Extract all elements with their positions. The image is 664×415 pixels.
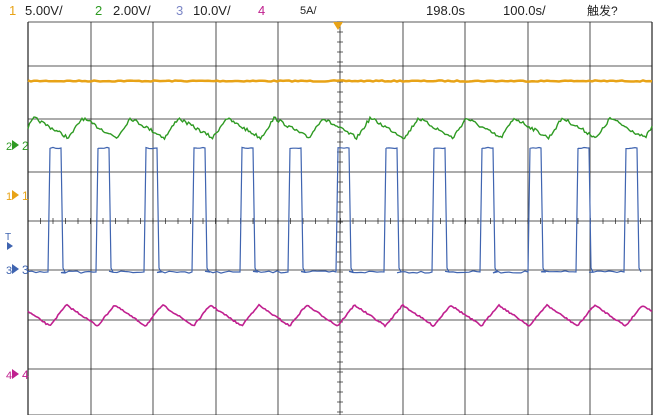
ch4-number: 4: [258, 3, 266, 18]
ch4-scale[interactable]: 5A/: [300, 5, 317, 17]
ch1-scale[interactable]: 5.00V/: [25, 3, 63, 18]
ch4-ground-arrow: [12, 369, 19, 379]
ch2-ground-label: 2: [6, 141, 12, 153]
ch3-waveform: [27, 146, 642, 274]
ch1-ground-number: 1: [22, 189, 29, 203]
status-bar: 1 5.00V/ 2 2.00V/ 3 10.0V/ 4 5A/ 198.0s …: [0, 0, 664, 22]
ch2-number: 2: [95, 3, 103, 18]
ch3-number: 3: [176, 3, 184, 18]
ch3-ground-arrow: [12, 264, 19, 274]
trigger-level-marker[interactable]: T: [5, 232, 13, 250]
ch2-ground-marker[interactable]: 2 2: [6, 139, 29, 153]
trigger-position-marker[interactable]: [333, 22, 343, 30]
ch2-waveform: [27, 115, 653, 141]
ch4-ground-label: 4: [6, 370, 12, 382]
time-offset[interactable]: 198.0s: [426, 3, 466, 18]
ch4-ground-marker[interactable]: 4 4: [6, 368, 29, 382]
ch3-ground-label: 3: [6, 265, 12, 277]
ch1-ground-marker[interactable]: 1 1: [6, 189, 29, 203]
ch1-ground-label: 1: [6, 191, 12, 203]
ch4-ground-number: 4: [22, 368, 29, 382]
ch2-ground-number: 2: [22, 139, 29, 153]
ch4-waveform: [27, 303, 653, 328]
ch3-ground-marker[interactable]: 3 3: [6, 263, 29, 277]
trigger-level-label: T: [5, 232, 11, 243]
ch1-ground-arrow: [12, 190, 19, 200]
ch3-scale[interactable]: 10.0V/: [193, 3, 231, 18]
ch1-number: 1: [9, 3, 17, 18]
trigger-state: 触发?: [587, 4, 618, 18]
ch2-scale[interactable]: 2.00V/: [113, 3, 151, 18]
ch3-ground-number: 3: [22, 263, 29, 277]
timebase[interactable]: 100.0s/: [503, 3, 546, 18]
ch1-waveform: [27, 79, 653, 83]
trigger-level-arrow: [7, 242, 13, 250]
ch2-ground-arrow: [12, 140, 19, 150]
